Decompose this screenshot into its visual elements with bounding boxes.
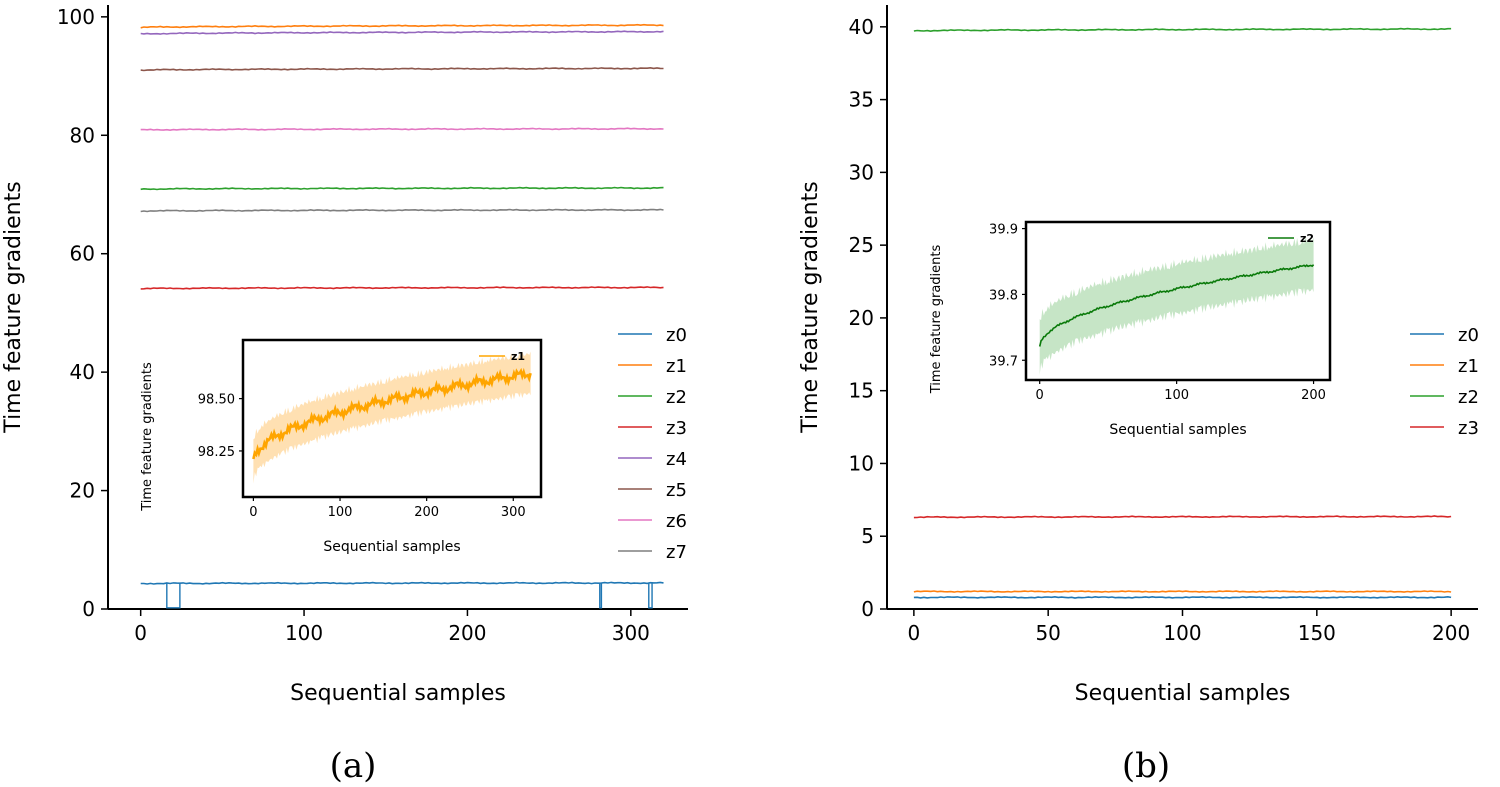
inset-x-tick-label: 300 — [501, 505, 526, 520]
inset-x-axis-label: Sequential samples — [323, 539, 460, 555]
y-tick-label: 30 — [849, 160, 874, 184]
y-tick-label: 100 — [57, 5, 95, 29]
inset-x-tick-label: 200 — [1301, 388, 1326, 403]
inset-y-tick-label: 39.8 — [989, 288, 1018, 303]
y-axis-label: Time feature gradients — [1, 181, 26, 433]
y-axis-label: Time feature gradients — [798, 181, 823, 433]
legend-label-z3: z3 — [666, 418, 687, 439]
legend-label-z6: z6 — [666, 511, 687, 532]
y-tick-label: 10 — [849, 451, 874, 475]
inset-y-tick-label: 98.25 — [198, 445, 235, 460]
inset-chart: 0 100 200 300 98.25 98.50 Sequential samples Ti… — [140, 338, 543, 555]
inset-frame — [1024, 220, 1332, 382]
legend-label-z5: z5 — [666, 480, 687, 501]
inset-frame — [241, 338, 543, 499]
inset-y-axis-label: Time feature gradients — [140, 362, 155, 512]
series-line-z1 — [140, 23, 664, 29]
x-tick-label: 0 — [134, 621, 147, 645]
inset-x-tick-label: 100 — [1164, 388, 1189, 403]
y-tick-label: 80 — [70, 123, 95, 147]
inset-x-axis-label: Sequential samples — [1109, 422, 1246, 438]
series-line-z3 — [913, 515, 1452, 519]
y-tick-label: 40 — [849, 15, 874, 39]
inset-y-axis-label: Time feature gradients — [929, 245, 944, 395]
series-line-z0 — [140, 581, 664, 585]
x-tick-label: 200 — [1432, 621, 1470, 645]
series-line-z6 — [140, 127, 664, 132]
y-tick-label: 40 — [70, 360, 95, 384]
y-tick-label: 35 — [849, 88, 874, 112]
x-tick-label: 0 — [907, 621, 920, 645]
legend-label-z2: z2 — [1458, 387, 1479, 408]
inset-y-tick-label: 98.50 — [198, 393, 235, 408]
legend-label-z1: z1 — [1458, 356, 1479, 377]
series-line-z1 — [913, 590, 1452, 593]
caption-b: (b) — [1122, 746, 1170, 786]
inset-x-tick-label: 0 — [249, 505, 257, 520]
x-tick-label: 150 — [1298, 621, 1336, 645]
y-tick-label: 20 — [849, 306, 874, 330]
x-tick-label: 200 — [448, 621, 486, 645]
inset-series-line-z1 — [252, 367, 532, 460]
inset-y-tick-label: 39.9 — [989, 223, 1018, 238]
x-axis-label: Sequential samples — [1075, 681, 1291, 706]
inset-y-tick-label: 39.7 — [989, 354, 1018, 369]
legend-label-z0: z0 — [1458, 325, 1479, 346]
y-tick-label: 25 — [849, 233, 874, 257]
x-axis-label: Sequential samples — [290, 681, 506, 706]
y-tick-label: 20 — [70, 479, 95, 503]
y-tick-label: 0 — [861, 597, 874, 621]
x-tick-label: 50 — [1035, 621, 1060, 645]
legend-label-z2: z2 — [666, 387, 687, 408]
series-line-z7 — [140, 208, 664, 213]
chart-panel-a: 0 100 200 300 0 20 40 60 80 100 Sequential samples… — [1, 5, 688, 706]
series-line-z3 — [140, 286, 664, 290]
inset-x-tick-label: 100 — [328, 505, 353, 520]
legend-label-z0: z0 — [666, 325, 687, 346]
series-line-z4 — [140, 30, 664, 35]
legend-label-z7: z7 — [666, 542, 687, 563]
x-tick-label: 100 — [285, 621, 323, 645]
y-tick-label: 0 — [82, 597, 95, 621]
inset-x-tick-label: 0 — [1036, 388, 1044, 403]
series-line-z5 — [140, 66, 664, 72]
inset-series-line-z2 — [1038, 264, 1315, 347]
chart-panel-b: 0 50 100 150 200 0 5 10 15 20 25 30 35 40 Sequential s… — [798, 5, 1479, 706]
y-tick-label: 5 — [861, 524, 874, 548]
legend-label-z3: z3 — [1458, 418, 1479, 439]
inset-legend-label-z1: z1 — [511, 350, 525, 363]
x-tick-label: 100 — [1163, 621, 1201, 645]
caption-a: (a) — [330, 746, 377, 786]
inset-band-z2 — [1039, 236, 1314, 375]
series-line-z0 — [913, 595, 1452, 599]
legend-label-z4: z4 — [666, 449, 687, 470]
y-tick-label: 15 — [849, 379, 874, 403]
x-tick-label: 300 — [612, 621, 650, 645]
y-tick-label: 60 — [70, 242, 95, 266]
inset-chart: 0 100 200 39.7 39.8 39.9 Sequential samples Tim… — [929, 220, 1332, 438]
series-dip-z0 — [599, 583, 603, 609]
legend-label-z1: z1 — [666, 356, 687, 377]
series-line-z2 — [140, 186, 664, 191]
inset-legend-label-z2: z2 — [1300, 232, 1314, 245]
series-dip-z0 — [166, 583, 181, 609]
series-dip-z0 — [648, 583, 653, 609]
inset-x-tick-label: 200 — [414, 505, 439, 520]
series-line-z2 — [913, 27, 1452, 33]
